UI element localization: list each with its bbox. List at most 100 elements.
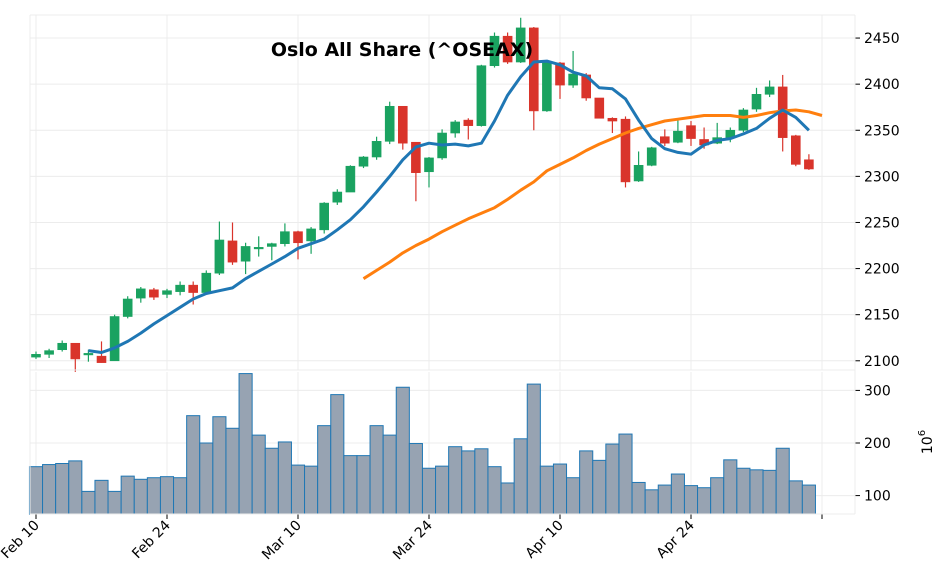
candle-body bbox=[57, 342, 68, 351]
candle-body bbox=[384, 105, 395, 142]
volume-bar bbox=[238, 373, 253, 515]
candle-body bbox=[790, 135, 801, 165]
volume-bar bbox=[421, 467, 437, 515]
volume-bar bbox=[605, 443, 620, 515]
volume-tick-label: 200 bbox=[864, 436, 891, 452]
volume-bar bbox=[330, 394, 345, 515]
volume-bar bbox=[644, 489, 659, 515]
volume-bar bbox=[120, 475, 135, 515]
volume-bar bbox=[683, 485, 699, 515]
candle-body bbox=[240, 246, 251, 262]
volume-scale-label: 106 bbox=[917, 430, 936, 454]
volume-bar bbox=[500, 482, 515, 515]
volume-bar bbox=[788, 480, 803, 515]
price-tick-label: 2150 bbox=[864, 308, 900, 324]
x-tick-label: Feb 10 bbox=[0, 518, 43, 563]
volume-bar bbox=[225, 427, 240, 515]
volume-bar bbox=[251, 434, 266, 515]
candle-body bbox=[70, 342, 81, 360]
candle-body bbox=[620, 118, 631, 183]
volume-bar bbox=[212, 416, 227, 515]
candle-body bbox=[345, 165, 356, 193]
candle-body bbox=[319, 202, 330, 231]
volume-bar bbox=[618, 433, 633, 515]
volume-bar bbox=[55, 463, 70, 515]
short-moving-average-line bbox=[88, 59, 810, 354]
volume-bar bbox=[736, 467, 751, 515]
volume-bar bbox=[631, 481, 646, 515]
volume-bar bbox=[317, 425, 332, 515]
candle-body bbox=[555, 62, 565, 86]
volume-bar bbox=[801, 484, 816, 515]
candle-body bbox=[686, 125, 696, 139]
candle-body bbox=[515, 27, 526, 63]
volume-bar bbox=[448, 446, 463, 515]
candle-body bbox=[201, 272, 212, 293]
x-tick-label: Feb 24 bbox=[129, 517, 174, 562]
volume-bar bbox=[107, 490, 122, 515]
candle-body bbox=[371, 141, 382, 158]
volume-bar bbox=[133, 478, 148, 515]
candle-body bbox=[633, 164, 644, 182]
volume-bar bbox=[277, 441, 292, 515]
volume-bar bbox=[146, 477, 161, 515]
volume-bar bbox=[343, 455, 358, 515]
price-tick-label: 2400 bbox=[864, 77, 900, 93]
candle-body bbox=[659, 136, 670, 144]
volume-bar bbox=[94, 479, 109, 515]
volume-bar bbox=[670, 473, 685, 515]
candle-body bbox=[489, 35, 500, 67]
candle-body bbox=[227, 240, 238, 263]
price-tick-label: 2250 bbox=[864, 215, 900, 231]
volume-bar bbox=[369, 425, 384, 515]
x-tick-label: Mar 24 bbox=[390, 517, 436, 563]
volume-bar bbox=[697, 487, 712, 515]
volume-bar bbox=[186, 415, 201, 515]
candle-body bbox=[594, 97, 605, 119]
candle-body bbox=[136, 288, 146, 299]
candle-body bbox=[175, 284, 185, 292]
candle-body bbox=[476, 65, 487, 126]
chart-title: Oslo All Share (^OSEAX) bbox=[271, 39, 533, 61]
candle-body bbox=[646, 147, 657, 166]
volume-bar bbox=[68, 460, 83, 515]
volume-bar bbox=[566, 477, 581, 515]
candle-body bbox=[280, 231, 290, 244]
axes bbox=[29, 14, 860, 519]
candle-body bbox=[122, 298, 133, 317]
volume-bar bbox=[356, 455, 371, 515]
candle-body bbox=[214, 239, 225, 274]
volume-bar bbox=[159, 476, 175, 515]
volume-bar bbox=[749, 469, 764, 515]
candle-body bbox=[751, 93, 762, 110]
candle-body bbox=[764, 86, 775, 95]
volume-bar bbox=[28, 466, 44, 515]
moving-average-lines bbox=[88, 59, 823, 354]
x-tick-label: Apr 24 bbox=[654, 517, 698, 561]
volume-bar bbox=[408, 443, 423, 515]
volume-bar bbox=[474, 448, 489, 515]
long-moving-average-line bbox=[362, 108, 823, 280]
candle-body bbox=[293, 231, 303, 244]
candle-body bbox=[450, 121, 461, 134]
candle-body bbox=[266, 243, 277, 247]
volume-bar bbox=[513, 438, 528, 515]
price-tick-label: 2450 bbox=[864, 31, 900, 47]
price-tick-label: 2350 bbox=[864, 123, 900, 139]
candle-body bbox=[804, 159, 814, 170]
volume-bar bbox=[435, 465, 450, 515]
price-tick-label: 2100 bbox=[864, 354, 900, 370]
candle-body bbox=[358, 156, 369, 167]
volume-bar bbox=[382, 434, 397, 515]
price-tick-label: 2300 bbox=[864, 169, 900, 185]
candle-body bbox=[31, 354, 41, 358]
volume-tick-label: 100 bbox=[864, 489, 891, 505]
volume-bar bbox=[395, 386, 410, 515]
volume-bar bbox=[526, 383, 541, 515]
volume-bar bbox=[552, 463, 568, 515]
candle-body bbox=[424, 157, 434, 173]
candle-body bbox=[738, 109, 749, 131]
candle-body bbox=[162, 290, 172, 295]
candle-body bbox=[463, 119, 474, 126]
price-tick-label: 2200 bbox=[864, 262, 900, 278]
